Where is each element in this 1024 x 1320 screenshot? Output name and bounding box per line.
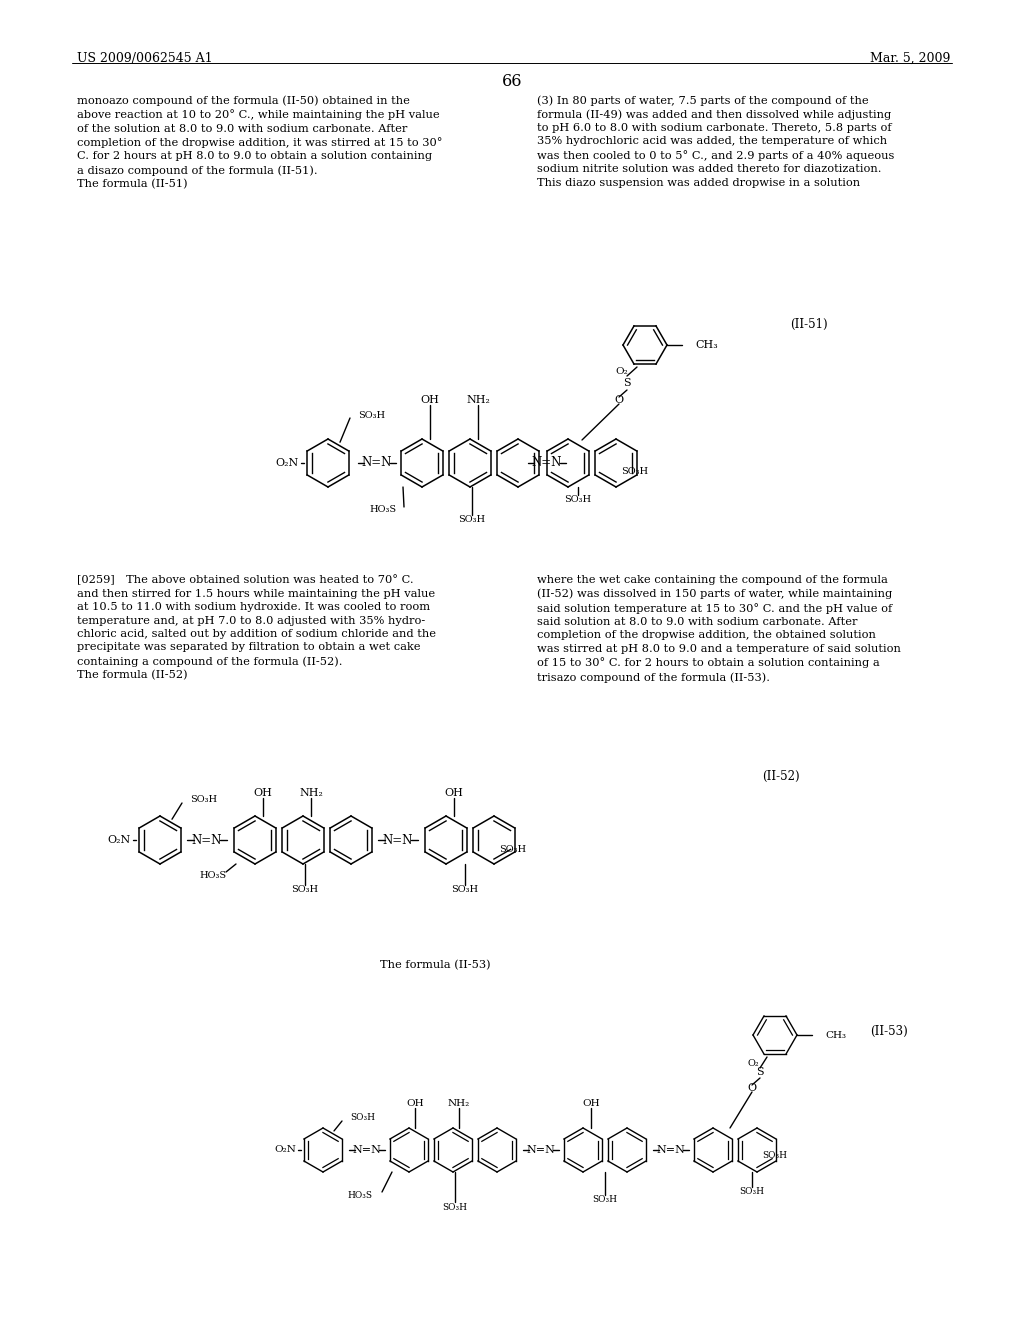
Text: SO₃H: SO₃H	[762, 1151, 787, 1159]
Text: HO₃S: HO₃S	[370, 506, 397, 515]
Text: The formula (II-53): The formula (II-53)	[380, 960, 490, 970]
Text: OH: OH	[421, 395, 439, 405]
Text: O₂: O₂	[746, 1059, 759, 1068]
Text: O₂N: O₂N	[108, 836, 131, 845]
Text: OH: OH	[407, 1098, 424, 1107]
Text: (II-53): (II-53)	[870, 1026, 907, 1038]
Text: SO₃H: SO₃H	[292, 886, 318, 895]
Text: O₂: O₂	[615, 367, 628, 376]
Text: OH: OH	[583, 1098, 600, 1107]
Text: HO₃S: HO₃S	[347, 1191, 372, 1200]
Text: N=N: N=N	[191, 833, 222, 846]
Text: N=N: N=N	[531, 457, 562, 470]
Text: SO₃H: SO₃H	[452, 886, 478, 895]
Text: N=N: N=N	[526, 1144, 555, 1155]
Text: N=N: N=N	[383, 833, 414, 846]
Text: (3) In 80 parts of water, 7.5 parts of the compound of the
formula (II-49) was a: (3) In 80 parts of water, 7.5 parts of t…	[537, 95, 894, 187]
Text: S: S	[624, 378, 631, 388]
Text: S: S	[756, 1067, 764, 1077]
Text: where the wet cake containing the compound of the formula
(II-52) was dissolved : where the wet cake containing the compou…	[537, 576, 901, 682]
Text: N=N: N=N	[656, 1144, 685, 1155]
Text: NH₂: NH₂	[447, 1098, 470, 1107]
Text: US 2009/0062545 A1: US 2009/0062545 A1	[77, 51, 213, 65]
Text: CH₃: CH₃	[695, 341, 718, 350]
Text: SO₃H: SO₃H	[593, 1196, 617, 1204]
Text: 66: 66	[502, 73, 522, 90]
Text: SO₃H: SO₃H	[350, 1114, 375, 1122]
Text: O₂N: O₂N	[274, 1146, 296, 1155]
Text: SO₃H: SO₃H	[621, 466, 648, 475]
Text: N=N: N=N	[361, 457, 392, 470]
Text: SO₃H: SO₃H	[499, 846, 526, 854]
Text: NH₂: NH₂	[299, 788, 323, 799]
Text: HO₃S: HO₃S	[200, 870, 227, 879]
Text: O: O	[614, 395, 624, 405]
Text: NH₂: NH₂	[466, 395, 489, 405]
Text: SO₃H: SO₃H	[564, 495, 592, 504]
Text: SO₃H: SO₃H	[358, 411, 385, 420]
Text: [0259] The above obtained solution was heated to 70° C.
and then stirred for 1.5: [0259] The above obtained solution was h…	[77, 576, 436, 680]
Text: SO₃H: SO₃H	[190, 796, 217, 804]
Text: SO₃H: SO₃H	[442, 1203, 468, 1212]
Text: SO₃H: SO₃H	[459, 516, 485, 524]
Text: OH: OH	[444, 788, 464, 799]
Text: N=N: N=N	[352, 1144, 381, 1155]
Text: monoazo compound of the formula (II-50) obtained in the
above reaction at 10 to : monoazo compound of the formula (II-50) …	[77, 95, 442, 190]
Text: Mar. 5, 2009: Mar. 5, 2009	[869, 51, 950, 65]
Text: O₂N: O₂N	[275, 458, 299, 469]
Text: (II-52): (II-52)	[762, 770, 800, 783]
Text: CH₃: CH₃	[825, 1031, 846, 1040]
Text: OH: OH	[254, 788, 272, 799]
Text: SO₃H: SO₃H	[739, 1188, 765, 1196]
Text: O: O	[748, 1082, 757, 1093]
Text: (II-51): (II-51)	[790, 318, 827, 331]
